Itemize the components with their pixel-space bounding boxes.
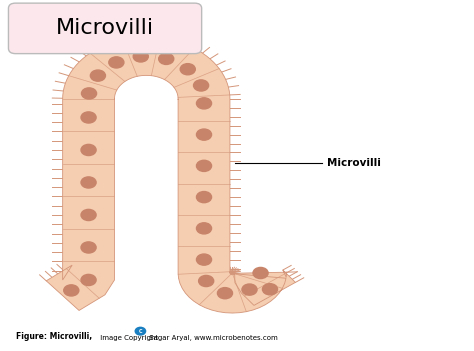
Circle shape: [81, 144, 96, 155]
FancyBboxPatch shape: [9, 3, 201, 54]
Circle shape: [81, 177, 96, 188]
Circle shape: [81, 274, 96, 285]
Circle shape: [193, 80, 209, 91]
Polygon shape: [46, 37, 295, 313]
Text: Microvilli: Microvilli: [56, 18, 154, 38]
Circle shape: [197, 160, 211, 171]
Circle shape: [81, 210, 96, 220]
Circle shape: [197, 254, 211, 265]
Circle shape: [135, 327, 146, 335]
Circle shape: [197, 98, 211, 109]
Circle shape: [197, 223, 211, 234]
Circle shape: [109, 57, 124, 68]
Circle shape: [159, 53, 174, 65]
Circle shape: [82, 88, 97, 99]
Circle shape: [64, 285, 79, 296]
Circle shape: [81, 112, 96, 123]
Circle shape: [91, 70, 105, 81]
Circle shape: [81, 242, 96, 253]
Text: Figure: Microvilli,: Figure: Microvilli,: [16, 332, 91, 341]
Circle shape: [218, 287, 233, 299]
Circle shape: [199, 276, 214, 286]
Circle shape: [180, 64, 195, 75]
Text: Sagar Aryal, www.microbenotes.com: Sagar Aryal, www.microbenotes.com: [147, 335, 278, 341]
Circle shape: [242, 284, 257, 295]
Circle shape: [253, 267, 268, 279]
Circle shape: [197, 192, 211, 203]
Circle shape: [197, 129, 211, 140]
Text: Microvilli: Microvilli: [327, 158, 381, 168]
Circle shape: [263, 284, 277, 295]
Circle shape: [133, 51, 148, 62]
Text: C: C: [139, 329, 142, 334]
Text: Image Copyright: Image Copyright: [98, 335, 158, 341]
